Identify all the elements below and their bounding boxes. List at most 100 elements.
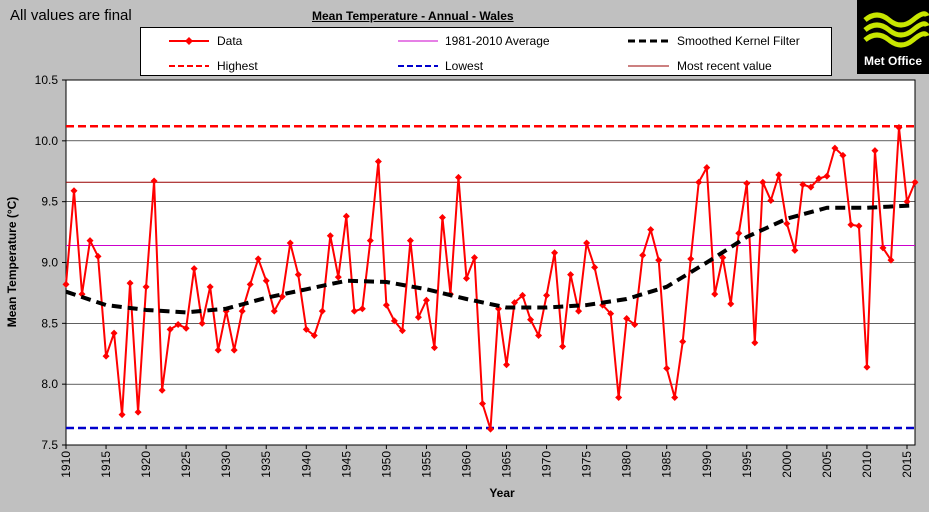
y-tick-label: 7.5 [41, 438, 58, 452]
data-point [350, 307, 358, 315]
x-tick-label: 1935 [259, 451, 273, 478]
x-tick-label: 1985 [660, 451, 674, 478]
data-point [454, 173, 462, 181]
data-point [847, 221, 855, 229]
data-point [647, 226, 655, 234]
data-point [895, 123, 903, 131]
y-tick-label: 10.5 [35, 73, 59, 87]
y-tick-label: 8.5 [41, 316, 58, 330]
data-point [559, 342, 567, 350]
data-point [855, 222, 863, 230]
data-point [527, 316, 535, 324]
data-point [406, 237, 414, 245]
data-point [478, 400, 486, 408]
legend-label-most-recent: Most recent value [677, 59, 772, 73]
logo-waves-icon [863, 11, 929, 48]
x-tick-label: 1925 [179, 451, 193, 478]
data-point [422, 296, 430, 304]
x-tick-label: 1965 [500, 451, 514, 478]
y-tick-label: 10.0 [35, 134, 59, 148]
data-point [270, 307, 278, 315]
data-point [86, 237, 94, 245]
status-text: All values are final [10, 7, 132, 24]
x-tick-label: 1910 [59, 451, 73, 478]
x-tick-label: 1990 [700, 451, 714, 478]
x-tick-label: 1980 [620, 451, 634, 478]
data-point [823, 172, 831, 180]
series-group [62, 123, 919, 433]
data-point [470, 254, 478, 262]
data-point [783, 220, 791, 228]
data-point [398, 327, 406, 335]
data-point [679, 338, 687, 346]
data-point [430, 344, 438, 352]
x-tick-label: 1940 [299, 451, 313, 478]
legend-label-data: Data [217, 34, 243, 48]
data-point [887, 256, 895, 264]
data-point [815, 175, 823, 183]
x-tick-label: 2010 [860, 451, 874, 478]
data-point [791, 246, 799, 254]
data-point [831, 144, 839, 152]
data-point [286, 239, 294, 247]
data-point [703, 164, 711, 172]
data-point [863, 363, 871, 371]
x-tick-label: 1945 [339, 451, 353, 478]
data-point [158, 386, 166, 394]
data-point [198, 319, 206, 327]
data-point [615, 394, 623, 402]
data-point [551, 249, 559, 257]
data-point [623, 314, 631, 322]
data-point [631, 321, 639, 329]
y-tick-label: 9.5 [41, 195, 58, 209]
data-point [70, 187, 78, 195]
data-point [302, 325, 310, 333]
data-point [807, 183, 815, 191]
data-point [655, 256, 663, 264]
data-point [735, 229, 743, 237]
data-point [390, 317, 398, 325]
x-tick-label: 1995 [740, 451, 754, 478]
data-point [503, 361, 511, 369]
x-axis-label: Year [489, 486, 515, 500]
data-point [743, 179, 751, 187]
data-point [102, 352, 110, 360]
data-point [294, 271, 302, 279]
x-tick-label: 2000 [780, 451, 794, 478]
x-tick-label: 2015 [900, 451, 914, 478]
legend-label-lowest: Lowest [445, 59, 484, 73]
x-tick-label: 1930 [219, 451, 233, 478]
x-tick-label: 1915 [99, 451, 113, 478]
data-point [118, 411, 126, 419]
chart-title: Mean Temperature - Annual - Wales [312, 9, 514, 23]
x-tick-label: 1970 [540, 451, 554, 478]
data-point [342, 212, 350, 220]
data-point [879, 244, 887, 252]
data-point [519, 291, 527, 299]
y-tick-labels: 7.5 8.0 8.5 9.0 9.5 10.0 10.5 [35, 73, 59, 452]
x-tick-label: 1975 [580, 451, 594, 478]
data-point [871, 147, 879, 155]
data-point [719, 254, 727, 262]
data-point [687, 255, 695, 263]
data-point [142, 283, 150, 291]
x-tick-label: 1920 [139, 451, 153, 478]
x-tick-label: 2005 [820, 451, 834, 478]
data-point [366, 237, 374, 245]
data-point [575, 307, 583, 315]
data-point [358, 305, 366, 313]
data-point [414, 313, 422, 321]
data-point [567, 271, 575, 279]
data-point [543, 291, 551, 299]
y-tick-label: 9.0 [41, 256, 58, 270]
data-point [206, 283, 214, 291]
data-point [254, 255, 262, 263]
data-point [334, 273, 342, 281]
data-point [911, 178, 919, 186]
data-point [166, 325, 174, 333]
y-tick-label: 8.0 [41, 377, 58, 391]
data-point [511, 299, 519, 307]
data-point [839, 151, 847, 159]
data-point [150, 177, 158, 185]
